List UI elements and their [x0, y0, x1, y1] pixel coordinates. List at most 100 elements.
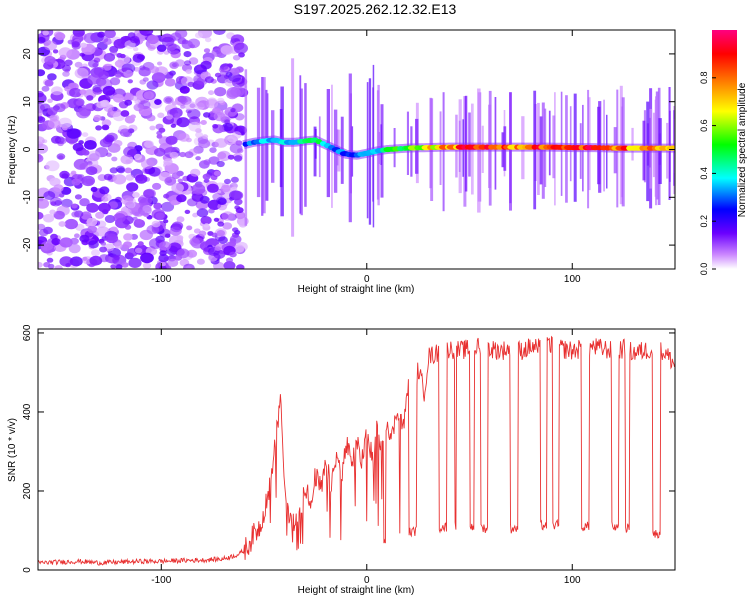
noise-blob	[74, 61, 83, 68]
noise-blob	[70, 170, 77, 175]
noise-blob	[46, 257, 54, 263]
noise-blob	[233, 42, 248, 54]
y-tick-label: 600	[22, 324, 33, 341]
noise-blob	[43, 213, 55, 223]
noise-blob	[164, 176, 177, 186]
noise-blob	[146, 80, 159, 90]
noise-blob	[167, 44, 181, 55]
noise-blob	[86, 166, 98, 176]
noise-blob	[161, 201, 175, 212]
noise-blob	[82, 149, 90, 156]
noise-blob	[224, 119, 231, 124]
noise-blob	[224, 178, 231, 185]
noise-blob	[183, 51, 192, 58]
noise-blob	[146, 114, 156, 122]
noise-blob	[120, 195, 134, 206]
noise-blob	[205, 99, 219, 109]
x-tick-label: 0	[364, 575, 370, 586]
noise-blob	[212, 124, 219, 129]
noise-blob	[222, 122, 233, 132]
noise-blob	[117, 167, 126, 174]
noise-blob	[186, 225, 193, 231]
spectral-spike	[313, 126, 317, 177]
noise-blob	[230, 186, 238, 192]
noise-blob	[157, 61, 163, 66]
spectral-spike	[406, 111, 409, 175]
noise-blob	[38, 116, 46, 123]
noise-blob	[184, 101, 197, 111]
y-tick-label: 20	[22, 48, 33, 60]
colorbar-tick-label: 0.8	[699, 72, 709, 85]
noise-blob	[156, 44, 167, 52]
noise-blob	[195, 156, 201, 161]
noise-blob	[88, 59, 99, 68]
noise-blob	[82, 256, 88, 261]
noise-blob	[123, 69, 134, 78]
noise-blob	[177, 178, 183, 183]
noise-blob	[86, 202, 99, 213]
noise-blob	[84, 103, 93, 110]
noise-blob	[47, 98, 53, 104]
noise-blob	[137, 241, 144, 247]
noise-blob	[142, 77, 149, 82]
x-tick-label: 100	[564, 274, 581, 285]
noise-blob	[95, 211, 105, 219]
noise-blob	[113, 140, 123, 147]
noise-blob	[114, 59, 125, 68]
noise-blob	[157, 112, 165, 119]
noise-blob	[127, 79, 133, 84]
noise-blob	[185, 137, 192, 143]
noise-blob	[111, 156, 118, 162]
noise-blob	[49, 209, 56, 215]
noise-blob	[165, 114, 173, 120]
noise-blob	[45, 160, 60, 172]
y-tick-label: -20	[22, 237, 33, 252]
noise-blob	[64, 86, 71, 92]
noise-blob	[76, 107, 91, 119]
noise-blob	[47, 73, 57, 81]
spectral-spike	[300, 88, 303, 216]
noise-blob	[224, 106, 238, 117]
noise-blob	[187, 81, 195, 88]
noise-blob	[105, 233, 119, 244]
colorbar-tick-label: 0.0	[699, 263, 709, 276]
noise-blob	[95, 125, 102, 131]
noise-blob	[188, 121, 201, 132]
noise-blob	[59, 237, 73, 248]
noise-blob	[223, 261, 236, 269]
noise-blob	[198, 230, 207, 237]
colorbar-tick-label: 0.2	[699, 215, 709, 228]
noise-blob	[138, 66, 151, 77]
noise-blob	[113, 174, 127, 185]
noise-blob	[69, 256, 83, 267]
noise-blob	[234, 205, 241, 210]
noise-blob	[196, 258, 205, 265]
noise-blob	[47, 118, 61, 129]
noise-blob	[42, 30, 49, 36]
noise-blob	[217, 97, 225, 104]
noise-blob	[59, 256, 73, 267]
y-tick-label: 200	[22, 482, 33, 499]
noise-blob	[126, 182, 139, 192]
noise-blob	[44, 79, 54, 87]
noise-blob	[100, 36, 109, 43]
noise-blob	[232, 227, 239, 233]
noise-blob	[123, 146, 137, 157]
noise-blob	[121, 262, 129, 268]
noise-blob	[151, 72, 166, 83]
spectrogram-x-label: Height of straight line (km)	[298, 284, 415, 295]
noise-blob	[53, 210, 65, 220]
noise-blob	[80, 42, 87, 48]
noise-blob	[163, 193, 170, 199]
noise-blob	[38, 197, 44, 202]
noise-blob	[232, 131, 242, 139]
noise-blob	[53, 184, 64, 193]
noise-blob	[102, 85, 116, 96]
x-tick-label: 100	[564, 575, 581, 586]
noise-blob	[147, 34, 159, 45]
noise-blob	[115, 264, 123, 269]
noise-blob	[233, 244, 245, 253]
snr-frame	[37, 328, 676, 571]
x-tick-label: -100	[151, 274, 171, 285]
